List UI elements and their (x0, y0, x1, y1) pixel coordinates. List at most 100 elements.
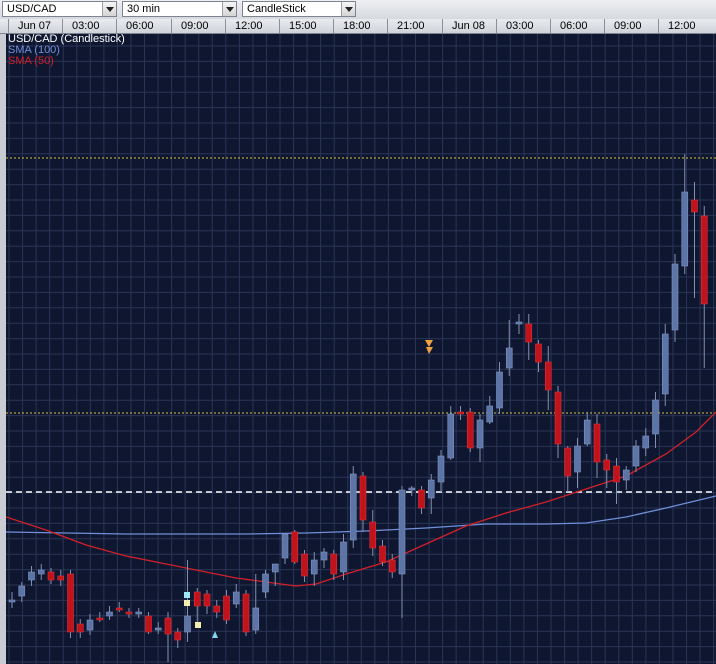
candle-body (154, 627, 162, 631)
candle-body (369, 521, 377, 549)
candle-body (115, 607, 123, 611)
candle-body (613, 465, 620, 483)
time-axis-separator (62, 19, 63, 33)
candle-body (661, 333, 669, 395)
candle-body (135, 611, 143, 615)
candle-body (8, 599, 16, 603)
candle-body (466, 411, 474, 449)
time-axis-separator (279, 19, 280, 33)
candle-body (457, 411, 464, 415)
symbol-value: USD/CAD (7, 3, 57, 15)
candle-body (603, 459, 611, 471)
candle-body (388, 559, 396, 573)
candle-body (340, 541, 347, 573)
time-axis-separator (225, 19, 226, 33)
candle-body (330, 553, 338, 575)
candle-body (242, 593, 250, 633)
candle-body (418, 489, 425, 509)
candle-body (515, 321, 523, 325)
chevron-down-icon[interactable] (222, 2, 236, 16)
candlestick-chart[interactable] (6, 34, 716, 664)
time-axis-label: 18:00 (343, 20, 371, 32)
time-axis-separator (116, 19, 117, 33)
candle-body (320, 551, 328, 561)
candle-body (47, 571, 55, 581)
candle-body (125, 611, 133, 615)
candle-body (96, 617, 104, 621)
candle-body (213, 605, 221, 613)
time-axis-label: Jun 08 (452, 20, 486, 32)
candle-body (86, 619, 94, 631)
candle-body (184, 615, 191, 633)
candle-body (583, 419, 591, 445)
signal-marker-down-arrow (425, 340, 433, 347)
candle-body (106, 611, 113, 617)
candle-body (632, 445, 640, 467)
signal-marker-down-arrow (426, 347, 433, 354)
time-axis-separator (604, 19, 605, 33)
candle-body (145, 615, 152, 633)
time-axis-separator (333, 19, 334, 33)
left-scroll-strip[interactable] (0, 34, 6, 664)
candle-body (203, 593, 211, 607)
candle-body (593, 423, 601, 463)
time-axis-separator (496, 19, 497, 33)
candle-body (408, 487, 416, 491)
candle-body (700, 215, 708, 305)
candle-body (525, 323, 533, 343)
candle-body (427, 479, 435, 499)
time-axis-label: 12:00 (235, 20, 263, 32)
candle-body (691, 199, 698, 213)
time-axis-label: 03:00 (506, 20, 534, 32)
legend: USD/CAD (Candlestick) SMA (100) SMA (50) (8, 34, 125, 67)
candle-body (622, 469, 630, 481)
timeframe-select[interactable]: 30 min (122, 1, 237, 17)
candle-body (193, 591, 201, 607)
candle-body (174, 631, 182, 641)
candle-body (398, 489, 406, 575)
candle-body (164, 617, 172, 635)
time-axis-label: 09:00 (614, 20, 642, 32)
candle-body (232, 591, 240, 605)
candle-body (57, 575, 65, 581)
chevron-down-icon[interactable] (341, 2, 355, 16)
candle-body (681, 191, 689, 267)
candle-body (291, 531, 299, 563)
time-axis-separator (8, 19, 9, 33)
candle-body (223, 595, 230, 621)
sma100-line (6, 495, 716, 535)
chart-type-select[interactable]: CandleStick (242, 1, 356, 17)
sma50-line (6, 411, 716, 587)
candle-body (505, 347, 513, 369)
candle-body (564, 447, 572, 477)
time-axis-separator (658, 19, 659, 33)
candle-body (76, 623, 84, 633)
candle-body (496, 371, 503, 409)
candle-body (447, 413, 455, 459)
candle-body (476, 419, 484, 449)
chart-type-value: CandleStick (247, 3, 306, 15)
candle-body (310, 559, 318, 575)
candle-body (359, 475, 367, 521)
candle-body (437, 455, 445, 483)
time-axis-label: 15:00 (289, 20, 317, 32)
candle-body (67, 573, 74, 633)
signal-marker (184, 592, 190, 598)
time-axis-label: Jun 07 (18, 20, 52, 32)
time-axis-label: 12:00 (668, 20, 696, 32)
grid (6, 34, 716, 664)
symbol-select[interactable]: USD/CAD (2, 1, 117, 17)
time-axis-label: 21:00 (397, 20, 425, 32)
candle-body (652, 399, 659, 435)
candle-body (301, 553, 308, 577)
chevron-down-icon[interactable] (102, 2, 116, 16)
time-axis-label: 03:00 (72, 20, 100, 32)
signal-marker (195, 622, 201, 628)
candle-body (18, 585, 26, 597)
candle-body (379, 545, 386, 563)
signal-marker (184, 600, 190, 606)
candle-body (262, 573, 269, 593)
legend-sma100: SMA (100) (8, 44, 60, 56)
candle-body (642, 435, 650, 449)
toolbar: USD/CAD 30 min CandleStick (0, 0, 716, 20)
